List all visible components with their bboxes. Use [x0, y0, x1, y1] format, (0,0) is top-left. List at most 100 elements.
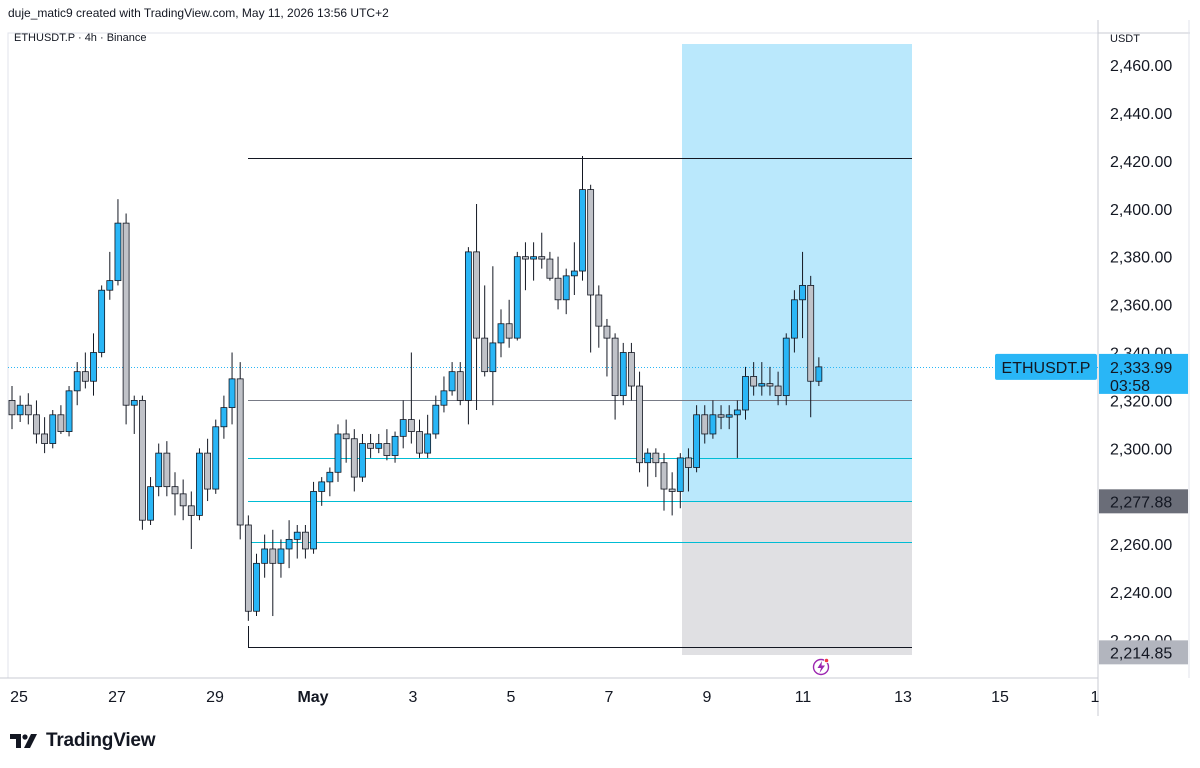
candle	[522, 242, 529, 291]
symbol-tag-bg	[995, 353, 1097, 380]
candle-body	[285, 538, 293, 550]
candle	[8, 386, 16, 430]
long-position-tool[interactable]	[682, 44, 912, 655]
candle	[505, 299, 513, 348]
candle	[530, 242, 537, 281]
candle	[587, 184, 595, 353]
candle	[130, 395, 138, 434]
candle-body	[595, 294, 603, 327]
candle-body	[587, 189, 595, 296]
symbol-label: ETHUSDT.P · 4h · Binance	[14, 32, 146, 44]
candle-body	[310, 491, 317, 550]
candle-body	[481, 337, 489, 373]
candle-body	[448, 371, 456, 392]
price-tag-value: 2,277.88	[1110, 494, 1172, 511]
candle	[473, 203, 480, 410]
candle-body	[546, 258, 554, 279]
x-tick-label: 1	[1091, 689, 1100, 706]
y-tick-label: 2,440.00	[1110, 106, 1172, 123]
price-tag: 2,277.88	[1099, 489, 1188, 514]
candle-body	[244, 524, 252, 612]
y-tick-label: 2,400.00	[1110, 202, 1172, 219]
candle	[416, 419, 423, 458]
tradingview-logo-icon	[10, 734, 37, 748]
candle-body	[424, 433, 432, 454]
candle	[440, 376, 448, 413]
candle-body	[179, 493, 187, 507]
candle	[220, 395, 228, 439]
candle-body	[212, 426, 220, 490]
candle	[595, 285, 603, 348]
candle-body	[652, 452, 660, 464]
candle-body	[628, 352, 635, 387]
candle-body	[440, 390, 448, 406]
candle-body	[187, 505, 195, 516]
candle	[138, 395, 146, 530]
candle	[285, 520, 293, 569]
symbol-tag-text: ETHUSDT.P	[1002, 360, 1091, 377]
candle-body	[522, 256, 529, 260]
x-tick-label: 5	[507, 689, 516, 706]
x-tick-label: 7	[605, 689, 614, 706]
candle-body	[799, 285, 806, 301]
stop-zone[interactable]	[682, 501, 912, 655]
candle	[342, 419, 350, 463]
candle-body	[676, 457, 684, 492]
candle-body	[611, 337, 619, 397]
x-tick-label: 27	[108, 689, 126, 706]
candle	[807, 275, 815, 418]
candle	[163, 441, 171, 497]
candle-body	[122, 222, 130, 406]
time-axis[interactable]: 25 27 29 May 3 5 7 9 11 13 15 1	[10, 689, 1099, 706]
candle	[448, 362, 456, 396]
candle	[464, 247, 472, 425]
candle	[766, 366, 774, 396]
candle	[685, 448, 692, 492]
x-tick-label: 3	[409, 689, 418, 706]
candle-body	[228, 378, 236, 409]
candle	[277, 539, 285, 578]
candle	[489, 266, 497, 406]
candle-body	[33, 414, 40, 435]
candle	[253, 553, 260, 617]
candle-body	[196, 452, 203, 516]
candle-body	[644, 452, 652, 464]
candle	[367, 433, 375, 458]
alert-lightning-icon[interactable]	[812, 657, 830, 676]
target-zone[interactable]	[682, 44, 912, 502]
candle-body	[399, 419, 407, 437]
candle	[212, 419, 220, 494]
candle	[114, 199, 122, 286]
candle-body	[342, 433, 350, 440]
candle-body	[293, 531, 301, 540]
candle-body	[277, 548, 285, 564]
candle-body	[489, 342, 497, 373]
candle	[815, 357, 823, 387]
candle	[725, 405, 733, 430]
candle-body	[473, 251, 480, 339]
candle	[269, 529, 277, 617]
candle-body	[269, 548, 277, 564]
candle-body	[367, 443, 375, 449]
x-tick-label: 25	[10, 689, 28, 706]
candle-body	[301, 531, 309, 550]
candle	[24, 393, 32, 425]
x-tick-label: 13	[894, 689, 912, 706]
candle	[57, 405, 65, 434]
candle-body	[114, 222, 122, 282]
plot-frame	[7, 32, 1099, 679]
candle	[228, 352, 236, 425]
x-tick-label: 29	[206, 689, 224, 706]
candle-body	[98, 289, 106, 353]
candle-body	[725, 414, 733, 418]
candle	[603, 318, 611, 377]
candle	[799, 251, 806, 339]
candle-body	[130, 400, 138, 406]
candle	[758, 362, 766, 396]
candle	[676, 453, 684, 509]
currency-label: USDT	[1110, 33, 1140, 45]
candle	[73, 362, 81, 406]
candle	[33, 400, 40, 444]
candle-body	[554, 277, 562, 301]
